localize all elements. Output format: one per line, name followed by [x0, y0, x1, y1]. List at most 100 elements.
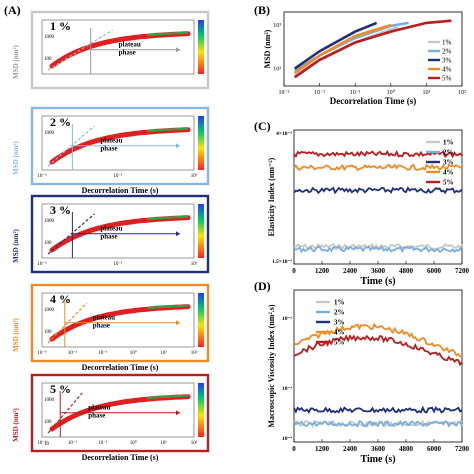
panel-label-b: (B)	[254, 3, 270, 17]
ytick-label: 1000	[44, 131, 55, 136]
ytick-label: 100	[44, 241, 52, 246]
y-tick-label: 10³	[273, 23, 281, 29]
concentration-label: 5 %	[50, 382, 71, 396]
plateau-arrowhead	[176, 47, 180, 53]
colorbar	[198, 116, 204, 170]
ytick-label: 1000	[44, 398, 55, 403]
ytick-label: 1000	[44, 308, 55, 313]
series-line-5pct	[293, 19, 452, 79]
legend-label: 2%	[442, 48, 452, 56]
concentration-label: 4 %	[50, 292, 71, 306]
x-tick-label: 10⁰	[387, 89, 396, 96]
xtick-label: 10⁻²	[68, 440, 78, 446]
subpanel-ylabel: MSD (nm²)	[12, 228, 20, 262]
series-line-5pct	[293, 149, 463, 159]
xtick-label: 10²	[191, 440, 198, 446]
subpanel-xlabel: Decorrelation Time (s)	[82, 186, 159, 195]
plateau-arrowhead	[176, 320, 180, 326]
subpanel-axes	[41, 19, 195, 75]
subpanel-ylabel: MSD (nm²)	[12, 317, 20, 351]
slope-fit-line	[47, 125, 95, 167]
xtick-label: 10⁻¹	[98, 440, 108, 446]
legend-label: 3%	[442, 57, 452, 65]
series-line-2pct	[293, 420, 463, 428]
plateau-arrowhead	[176, 410, 180, 416]
subpanel-ylabel: MSD (nm²)	[12, 44, 20, 78]
series-line-4pct	[293, 23, 392, 74]
x-tick-label: 2400	[343, 267, 358, 275]
subpanel-axes	[41, 382, 195, 438]
ytick-label: 1000	[44, 35, 55, 40]
ytick-label: 1000	[44, 219, 55, 224]
panel-label-c: (C)	[254, 119, 271, 133]
xtick-label: 10⁻³	[37, 440, 47, 446]
y-tick-label: 10⁻⁴	[282, 436, 292, 442]
series-line-5pct	[293, 334, 463, 367]
legend-label: 4%	[442, 66, 452, 74]
series-line-4pct	[293, 163, 463, 172]
msd-subpanel-3: 3 % MSD (nm²) 1000 100 10⁻³ 10⁻¹ 10¹ plateaupha…	[12, 194, 210, 274]
subpanel-xlabel: Decorrelation Time (s)	[82, 363, 159, 372]
x-tick-label: 0	[292, 267, 296, 275]
xtick-label: 10⁻¹	[113, 173, 123, 179]
x-tick-label: 7200	[455, 445, 470, 453]
panel-b: 10⁻³ 10⁻² 10⁻¹ 10⁰ 10¹ 10² 10² 10³ Decorrelation…	[263, 11, 466, 106]
subpanel-axes	[41, 292, 195, 348]
x-tick-label: 1200	[315, 267, 330, 275]
x-tick-label: 4800	[399, 445, 414, 453]
slope-fit-line	[47, 213, 95, 255]
panel-label-d: (D)	[254, 279, 271, 293]
subpanel-axes	[41, 203, 195, 259]
msd-curve-tail	[147, 215, 189, 221]
x-tick-label: 4800	[399, 267, 414, 275]
legend-label: 5%	[443, 179, 454, 187]
plateau-label: phase	[119, 49, 136, 57]
x-tick-label: 3600	[371, 267, 386, 275]
legend-label: 4%	[334, 329, 345, 337]
series-line-3pct	[293, 186, 463, 195]
legend-label: 4%	[443, 169, 454, 177]
x-tick-label: 10¹	[422, 90, 430, 96]
legend-label: 3%	[443, 159, 454, 167]
panel-c: 0 1200 2400 3600 4800 6000 7200 4×10⁻³ 1.5×10⁻³ T…	[267, 129, 470, 287]
msd-curve-tail	[147, 394, 189, 400]
plateau-label: phase	[100, 145, 117, 153]
subpanel-ylabel: MSD (nm²)	[12, 407, 20, 441]
xtick-label: 10¹	[160, 350, 167, 356]
y-tick-label: 4×10⁻³	[276, 131, 292, 137]
x-tick-label: 0	[292, 445, 296, 453]
panel-label-a: (A)	[4, 3, 21, 17]
legend-label: 1%	[443, 139, 454, 147]
x-tick-label: 6000	[427, 267, 442, 275]
ytick-label: 100	[44, 420, 52, 425]
y-axis-label: Macroscopic Viscosity Index (nm².s)	[267, 304, 276, 427]
msd-subpanel-4: 4 % MSD (nm²) 1000 100 10⁻³ 10⁻² 10⁻¹ 10⁰ 10¹ 10²…	[12, 283, 210, 372]
y-tick-label: 10⁻³	[282, 386, 292, 392]
plateau-label: phase	[93, 322, 110, 330]
series-line-3pct	[293, 21, 378, 70]
xtick-label: 10⁻³	[37, 261, 47, 267]
x-tick-label: 1200	[315, 445, 330, 453]
x-tick-label: 7200	[455, 267, 470, 275]
colorbar	[198, 204, 204, 258]
plateau-label: plateau	[119, 41, 141, 49]
y-tick-label: 10²	[273, 67, 281, 73]
y-axis-label: Elasticity Index (nm⁻²)	[267, 157, 276, 236]
legend-label: 2%	[443, 149, 454, 157]
series-line-2pct	[293, 245, 463, 254]
xtick-label: 10⁻²	[68, 350, 78, 356]
msd-curve-tail	[147, 304, 189, 310]
y-tick-label: 1.5×10⁻³	[272, 259, 292, 265]
plot-area	[293, 129, 463, 265]
series-line-3pct	[293, 405, 463, 414]
plateau-label: plateau	[100, 137, 122, 145]
colorbar	[198, 293, 204, 347]
concentration-label: 1 %	[50, 19, 71, 33]
xtick-label: 10⁻³	[37, 350, 47, 356]
y-axis-label: MSD (nm²)	[263, 29, 272, 68]
concentration-label: 2 %	[50, 115, 71, 129]
slope-fit-line	[47, 29, 113, 71]
x-tick-label: 3600	[371, 445, 386, 453]
